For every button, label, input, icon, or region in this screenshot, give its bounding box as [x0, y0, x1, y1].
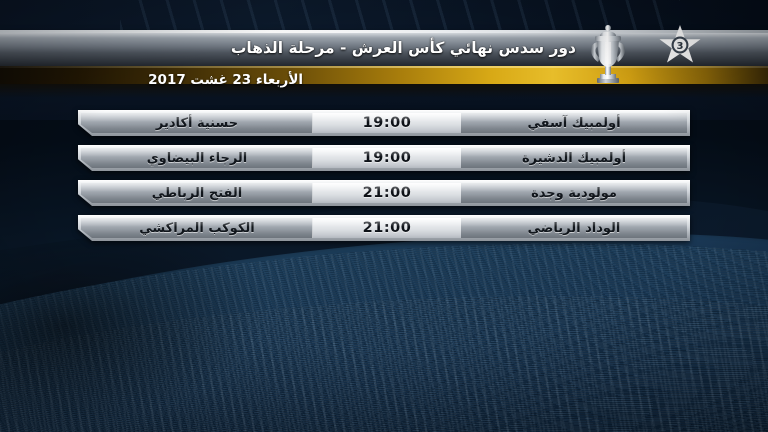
kickoff-time: 19:00	[313, 148, 461, 168]
title-bar	[0, 30, 768, 66]
gold-bar-fade	[0, 84, 768, 98]
home-team: حسنية أكادير	[81, 113, 313, 133]
trophy-icon	[583, 24, 633, 86]
away-team: مولودية وجدة	[461, 183, 687, 203]
table-row[interactable]: الرجاء البيضاوي 19:00 أولمبيك الدشيرة	[78, 145, 690, 171]
kickoff-time: 21:00	[313, 218, 461, 238]
gold-accent-bar	[0, 66, 768, 84]
stadium-roof-ribs	[120, 0, 680, 30]
page-title: دور سدس نهائي كأس العرش - مرحلة الذهاب	[230, 39, 576, 57]
table-row[interactable]: الكوكب المراكشي 21:00 الوداد الرياضي	[78, 215, 690, 241]
kickoff-time: 19:00	[313, 113, 461, 133]
stadium-roof	[0, 0, 768, 34]
away-team: الوداد الرياضي	[461, 218, 687, 238]
home-team: الكوكب المراكشي	[81, 218, 313, 238]
away-team: أولمبيك آسفي	[461, 113, 687, 133]
fixture-date: الأربعاء 23 غشت 2017	[148, 72, 303, 88]
channel-logo: 3	[651, 25, 709, 71]
home-team: الرجاء البيضاوي	[81, 148, 313, 168]
kickoff-time: 21:00	[313, 183, 461, 203]
fixture-list: حسنية أكادير 19:00 أولمبيك آسفي الرجاء ا…	[78, 110, 690, 250]
channel-number: 3	[677, 41, 684, 52]
table-row[interactable]: الفتح الرباطي 21:00 مولودية وجدة	[78, 180, 690, 206]
home-team: الفتح الرباطي	[81, 183, 313, 203]
table-row[interactable]: حسنية أكادير 19:00 أولمبيك آسفي	[78, 110, 690, 136]
away-team: أولمبيك الدشيرة	[461, 148, 687, 168]
